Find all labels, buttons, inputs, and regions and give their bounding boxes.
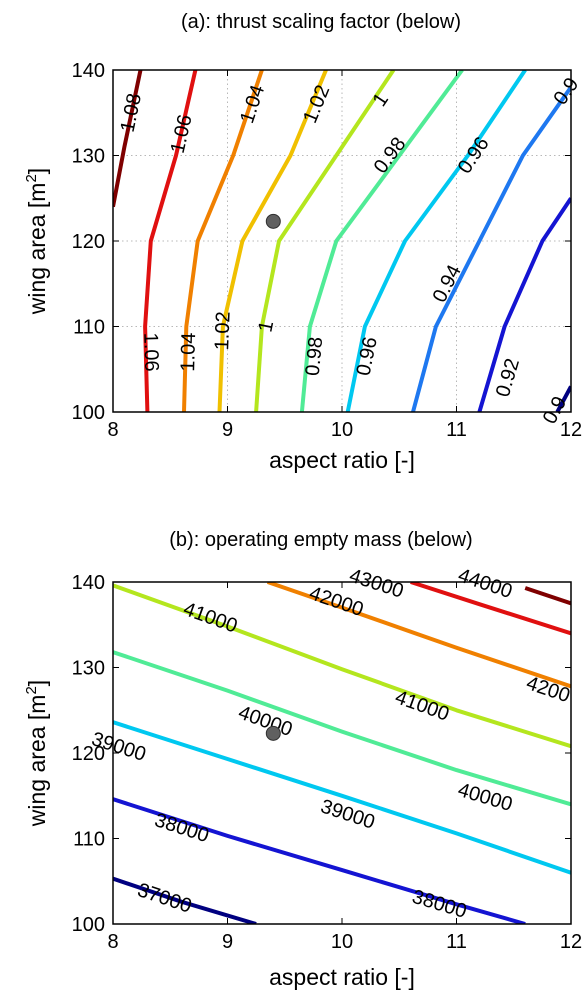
x-tick-label: 12 bbox=[560, 419, 582, 441]
contour-label-39000: 39000 bbox=[318, 795, 378, 833]
panel-b-axes-box bbox=[112, 581, 572, 925]
contour-label-1.02: 1.02 bbox=[299, 82, 334, 126]
panel-a-ylabel: wing area [m2] bbox=[23, 168, 50, 315]
contour-label-42000: 4200 bbox=[524, 672, 573, 707]
contour-label-1.04: 1.04 bbox=[177, 332, 200, 372]
panel-b-title: (b): operating empty mass (below) bbox=[169, 529, 472, 551]
contour-label-0.94: 0.9 bbox=[549, 74, 583, 109]
panel-b-ylabel: wing area [m2] bbox=[23, 680, 50, 827]
contour-label-0.96: 0.96 bbox=[353, 335, 382, 378]
panel-a-contours bbox=[113, 70, 571, 412]
panel-a-ylabel-sup: 2 bbox=[23, 174, 40, 182]
y-tick-label: 140 bbox=[72, 572, 105, 594]
panel-b-ylabel-sup: 2 bbox=[23, 686, 40, 694]
y-tick-label: 100 bbox=[72, 914, 105, 936]
y-tick-label: 110 bbox=[73, 317, 105, 339]
panel-a-xlabel: aspect ratio [-] bbox=[269, 447, 415, 473]
contour-label-1.06: 1.06 bbox=[139, 332, 162, 372]
contour-line-37000 bbox=[113, 876, 257, 924]
contour-label-1.02: 1.02 bbox=[211, 311, 235, 351]
contour-line-39000 bbox=[113, 720, 571, 875]
y-tick-label: 120 bbox=[72, 743, 105, 765]
x-tick-label: 8 bbox=[107, 419, 118, 441]
contour-line-1.02 bbox=[217, 70, 328, 412]
contour-line-1.06 bbox=[143, 70, 198, 412]
panel-b-contour-labels: 3700038000380003900039000400004000041000… bbox=[89, 564, 573, 922]
x-tick-label: 11 bbox=[446, 419, 467, 441]
x-tick-label: 12 bbox=[560, 931, 582, 953]
contour-line-1.08 bbox=[113, 70, 143, 208]
panel-a: (a): thrust scaling factor (below) 1.08 1… bbox=[23, 11, 583, 473]
panel-b-design-point-marker bbox=[265, 725, 281, 741]
y-tick-label: 130 bbox=[72, 658, 105, 680]
contour-line-40000 bbox=[113, 650, 571, 807]
contour-label-37000: 37000 bbox=[135, 879, 195, 918]
x-tick-label: 8 bbox=[107, 931, 118, 953]
contour-line-41000 bbox=[113, 583, 571, 749]
y-tick-label: 140 bbox=[72, 60, 105, 82]
contour-line-1 bbox=[254, 70, 396, 412]
contour-label-1.04: 1.04 bbox=[236, 82, 269, 126]
y-tick-label: 130 bbox=[72, 146, 105, 168]
x-tick-label: 9 bbox=[222, 931, 233, 953]
contour-line-0.96 bbox=[345, 70, 527, 412]
contour-label-1.08: 1.08 bbox=[117, 91, 146, 134]
contour-label-0.98: 0.98 bbox=[370, 133, 411, 177]
contour-line-0.98 bbox=[299, 70, 464, 412]
panel-a-ticks: 8 9 10 11 12 100 110 120 130 140 bbox=[72, 60, 583, 441]
contour-label-1.06: 1.06 bbox=[167, 113, 197, 156]
y-tick-label: 120 bbox=[72, 231, 105, 253]
panel-b-contours bbox=[113, 582, 571, 924]
contour-label-38000: 38000 bbox=[152, 809, 212, 847]
contour-line-44000 bbox=[524, 586, 571, 606]
y-tick-label: 110 bbox=[73, 829, 105, 851]
contour-line-0.92 bbox=[477, 197, 571, 412]
panel-a-title: (a): thrust scaling factor (below) bbox=[181, 11, 461, 33]
contour-label-1: 1 bbox=[255, 319, 279, 334]
x-tick-label: 11 bbox=[446, 931, 467, 953]
y-tick-label: 100 bbox=[72, 402, 105, 424]
x-tick-label: 10 bbox=[331, 419, 353, 441]
x-tick-label: 10 bbox=[331, 931, 353, 953]
contour-line-0.9 bbox=[555, 385, 571, 412]
contour-label-41000: 41000 bbox=[180, 598, 240, 637]
contour-line-43000 bbox=[410, 582, 571, 636]
contour-line-38000 bbox=[113, 797, 526, 924]
contour-line-1.04 bbox=[182, 70, 264, 412]
panel-a-design-point-marker bbox=[265, 213, 281, 229]
contour-label-40000: 40000 bbox=[235, 702, 295, 741]
contour-label-0.92: 0.92 bbox=[492, 356, 524, 400]
contour-line-42000 bbox=[266, 582, 571, 689]
contour-label-0.94: 0.94 bbox=[429, 261, 466, 306]
panel-b: (b): operating empty mass (below) 37000 3… bbox=[23, 529, 582, 990]
contour-label-38000: 38000 bbox=[410, 886, 470, 923]
panel-b-xlabel: aspect ratio [-] bbox=[269, 964, 415, 990]
x-tick-label: 9 bbox=[222, 419, 233, 441]
contour-line-0.94 bbox=[411, 85, 571, 412]
contour-label-0.98: 0.98 bbox=[302, 336, 328, 377]
panel-b-ticks: 8 9 10 11 12 100 110 120 130 140 bbox=[72, 572, 583, 953]
contour-label-41000: 41000 bbox=[392, 686, 452, 725]
